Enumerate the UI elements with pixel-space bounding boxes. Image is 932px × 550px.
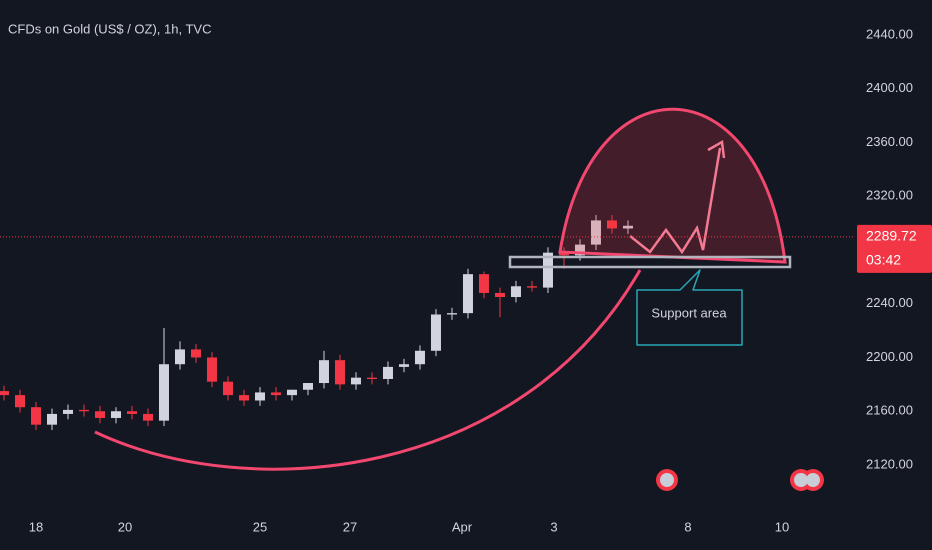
candle-body [478,274,489,293]
y-tick-label: 2120.00 [866,456,913,471]
candle-body [526,286,537,288]
candle-body [510,286,521,298]
candle-body [190,349,201,358]
x-tick-label: 25 [253,519,267,534]
zigzag-arrow [629,147,722,255]
candle-body [382,366,393,379]
x-tick-label: 18 [29,519,43,534]
x-tick-label: 27 [343,519,357,534]
candle-body [110,411,121,418]
candle-body [558,252,569,256]
candles [0,215,633,431]
candle-body [174,349,185,365]
candle-body [14,395,25,408]
y-tick-label: 2160.00 [866,403,913,418]
y-tick-label: 2240.00 [866,295,913,310]
y-tick-label: 2200.00 [866,349,913,364]
arrow-head [707,139,726,159]
candle-body [446,313,457,315]
x-tick-label: 8 [684,519,691,534]
last-price-tag [857,224,932,273]
y-tick-label: 2320.00 [866,188,913,203]
event-flags [656,469,824,491]
candle-body [0,391,9,396]
y-tick-label: 2360.00 [866,134,913,149]
candle-body [222,381,233,396]
candle-body [542,252,553,288]
x-tick-label: 10 [775,519,789,534]
candle-body [334,360,345,385]
candle-body [254,392,265,401]
candle-body [270,392,281,396]
callout-box [636,269,743,346]
candle-body [46,413,57,425]
candle-body [494,292,505,298]
y-tick-label: 2440.00 [866,26,913,41]
flag-icon [806,473,820,487]
candle-body [318,360,329,384]
candle-body [158,364,169,421]
candle-body [94,411,105,418]
candle-body [142,413,153,421]
candle-body [350,377,361,385]
candle-body [78,409,89,412]
candle-body [398,364,409,367]
candle-body [238,395,249,401]
candle-body [286,389,297,396]
candle-body [606,220,617,229]
candle-body [590,220,601,245]
last-price-label: 2289.72 [866,228,917,244]
candle-body [366,377,377,379]
candle-body [462,274,473,314]
candle-body [302,383,313,390]
flag-icon [794,473,808,487]
candle-body [206,357,217,382]
x-tick-label: 20 [118,519,132,534]
candle-body [622,225,633,229]
candle-body [574,244,585,256]
x-tick-label: 3 [550,519,557,534]
flag-icon [660,473,674,487]
dome-shape [558,107,787,264]
callout-text: Support area [651,305,727,320]
candle-body [126,411,137,414]
y-tick-label: 2400.00 [866,80,913,95]
candle-body [430,314,441,351]
cup-curve [94,269,642,471]
x-tick-label: Apr [452,519,473,534]
chart-title: CFDs on Gold (US$ / OZ), 1h, TVC [8,21,211,36]
candle-body [62,409,73,414]
candle-body [30,407,41,425]
countdown-label: 03:42 [866,252,901,268]
candle-body [414,350,425,365]
support-box [508,255,792,269]
